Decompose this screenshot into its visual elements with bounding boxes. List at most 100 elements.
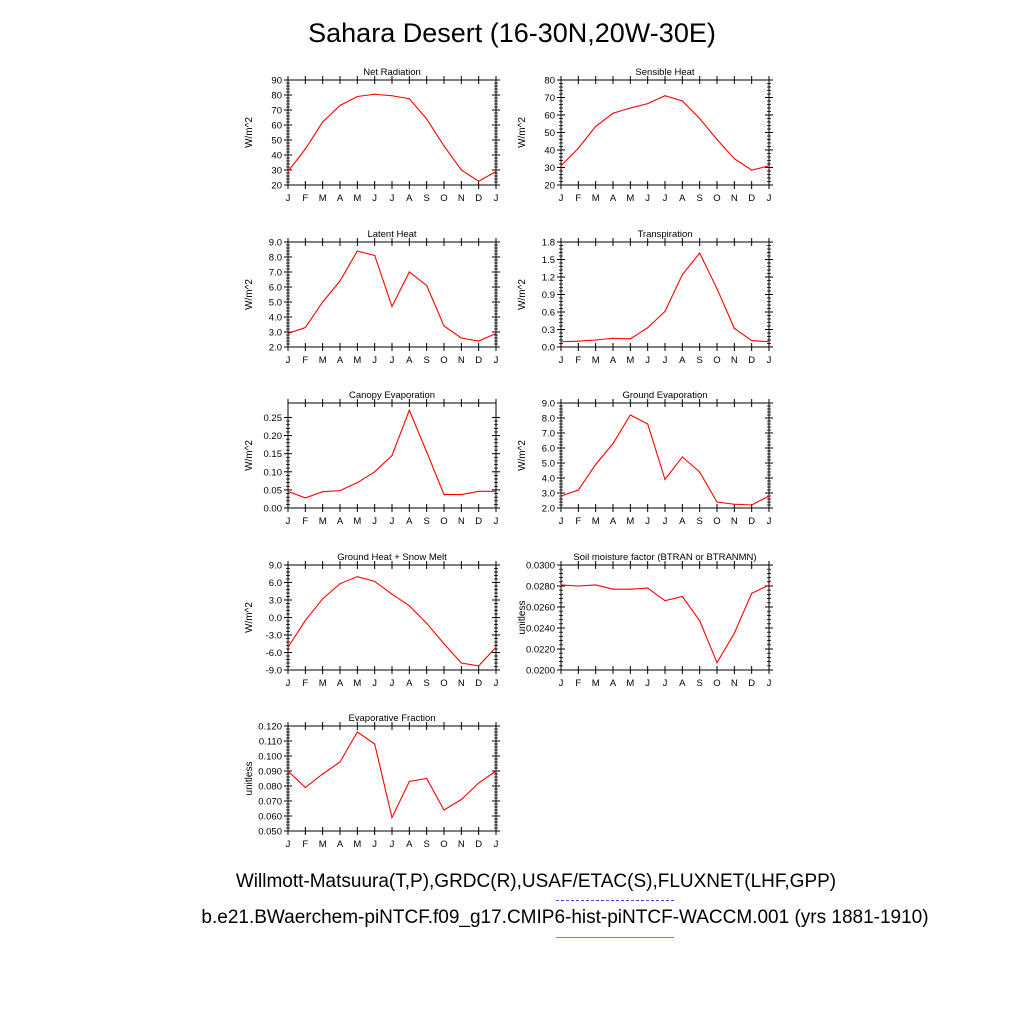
chart-svg: Canopy Evaporation 0.00 0.05 0.10 0.15 0.20 0.… [244, 390, 500, 527]
data-point [681, 100, 683, 102]
x-tick-label: J [390, 193, 395, 204]
x-tick-label: D [475, 516, 482, 527]
data-point [629, 588, 631, 590]
chart-title: Evaporative Fraction [348, 713, 435, 724]
chart-title: Ground Heat + Snow Melt [337, 552, 447, 563]
y-tick-label: 0.3 [542, 325, 555, 336]
data-point [443, 325, 445, 327]
data-point [460, 169, 462, 171]
data-point [374, 743, 376, 745]
data-point [356, 95, 358, 98]
data-point [478, 180, 480, 182]
x-tick-label: J [663, 678, 668, 689]
x-tick-label: M [353, 193, 361, 204]
data-point [716, 288, 718, 290]
x-tick-label: J [494, 839, 499, 850]
panel-ground-heat-snow-melt: Ground Heat + Snow Melt -9.0 -6.0 -3.0 0.0 3.… [234, 545, 504, 695]
y-tick-label: 8.0 [269, 253, 282, 264]
x-tick-label: J [767, 516, 772, 527]
data-point [577, 340, 579, 342]
x-tick-label: A [337, 839, 344, 850]
chart-svg: Ground Evaporation 2.0 3.0 4.0 5.0 6.0 7.0 8.0 9… [517, 390, 773, 527]
data-point [595, 463, 597, 466]
data-point [460, 798, 462, 801]
x-tick-label: A [406, 516, 413, 527]
legend-obs-dash-line [556, 900, 674, 901]
data-point [391, 454, 393, 457]
chart-title: Transpiration [637, 229, 692, 240]
plot-frame [560, 402, 770, 509]
y-tick-label: 6.0 [269, 578, 282, 589]
y-tick-label: 50 [544, 128, 555, 139]
x-tick-label: M [319, 516, 327, 527]
y-tick-label: 0.060 [258, 812, 282, 823]
y-axis-label: unitless [517, 601, 528, 635]
data-point [733, 632, 735, 634]
x-tick-label: M [626, 516, 634, 527]
y-tick-label: 0.120 [258, 722, 282, 733]
data-point [304, 326, 306, 329]
x-tick-label: O [440, 193, 447, 204]
y-tick-label: 6.0 [542, 444, 555, 455]
y-tick-label: -3.0 [266, 631, 282, 642]
panel-ground-evaporation: Ground Evaporation 2.0 3.0 4.0 5.0 6.0 7.0 8.0 9… [507, 383, 777, 533]
x-tick-label: N [731, 355, 738, 366]
data-point [478, 782, 480, 784]
panel-canopy-evaporation: Canopy Evaporation 0.00 0.05 0.10 0.15 0.20 0.… [234, 383, 504, 533]
data-point [495, 646, 497, 648]
data-point [577, 147, 579, 149]
y-axis-label: W/m^2 [244, 279, 255, 310]
data-point [287, 332, 289, 335]
series-line [287, 93, 497, 182]
x-tick-label: N [731, 516, 738, 527]
y-tick-label: 0.10 [264, 467, 283, 478]
data-point [478, 340, 480, 342]
y-tick-label: 80 [544, 76, 555, 87]
y-tick-label: -9.0 [266, 666, 282, 677]
data-point [612, 588, 614, 590]
x-tick-label: S [696, 678, 702, 689]
data-point [664, 95, 666, 97]
series-line [287, 731, 497, 820]
data-point [595, 125, 597, 127]
y-tick-label: 0.070 [258, 797, 282, 808]
y-tick-label: 40 [544, 146, 555, 157]
data-point [478, 665, 480, 667]
x-tick-label: J [663, 516, 668, 527]
data-point [751, 592, 753, 594]
y-tick-label: 0.080 [258, 782, 282, 793]
x-tick-label: N [458, 678, 465, 689]
x-tick-label: J [663, 193, 668, 204]
x-tick-label: J [286, 193, 291, 204]
chart-svg: Ground Heat + Snow Melt -9.0 -6.0 -3.0 0.0 3.… [244, 552, 500, 689]
y-tick-label: 0.0300 [526, 561, 555, 572]
panel-evaporative-fraction: Evaporative Fraction 0.050 0.060 0.070 0.080… [234, 706, 504, 856]
data-point [495, 770, 497, 772]
y-tick-label: 2.0 [269, 343, 282, 354]
x-tick-label: F [302, 516, 308, 527]
y-tick-label: 0.050 [258, 827, 282, 838]
y-tick-label: 60 [271, 121, 282, 132]
y-tick-label: 80 [271, 91, 282, 102]
data-point [681, 274, 683, 276]
y-tick-label: 4.0 [269, 313, 282, 324]
x-tick-label: J [494, 355, 499, 366]
x-tick-label: D [748, 678, 755, 689]
y-tick-label: 0.15 [264, 449, 283, 460]
data-point [356, 250, 358, 252]
data-point [699, 620, 701, 622]
x-tick-label: A [337, 516, 344, 527]
x-tick-label: N [458, 355, 465, 366]
y-axis-label: unitless [244, 762, 255, 796]
x-tick-label: J [372, 355, 377, 366]
chart-svg: Soil moisture factor (BTRAN or BTRANMN) 0… [517, 552, 773, 689]
x-tick-label: S [696, 355, 702, 366]
data-point [460, 337, 462, 339]
x-tick-label: A [337, 678, 344, 689]
data-point [287, 490, 289, 492]
data-point [374, 93, 376, 95]
y-axis-label: W/m^2 [517, 117, 528, 148]
